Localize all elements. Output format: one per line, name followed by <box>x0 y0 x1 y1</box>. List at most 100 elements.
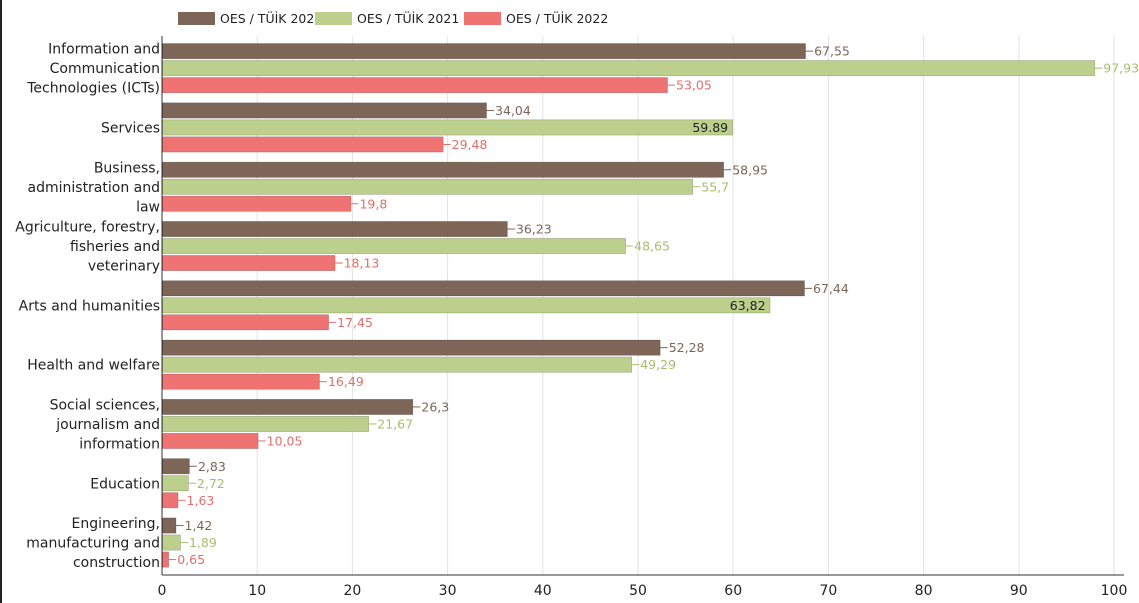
bar[interactable] <box>162 314 329 331</box>
data-label: 55,7 <box>701 179 729 194</box>
bar[interactable] <box>162 297 771 314</box>
bar[interactable] <box>162 517 177 534</box>
category-label: Information and Communication Technologies… <box>26 42 160 97</box>
bar[interactable] <box>162 415 370 432</box>
bar[interactable] <box>162 373 320 390</box>
category-label: Health and welfare <box>27 358 160 374</box>
legend-label[interactable]: OES / TÜİK 2021 <box>357 10 459 26</box>
category-label-line: administration and <box>28 180 160 196</box>
category-label-line: construction <box>73 555 160 571</box>
data-label: 2,72 <box>197 476 225 491</box>
category-label-line: Agriculture, forestry, <box>15 220 160 236</box>
data-label: 2,83 <box>198 459 226 474</box>
bar[interactable] <box>162 119 733 136</box>
category-label-line: Information and <box>48 42 160 58</box>
legend-swatch[interactable] <box>464 12 501 25</box>
category-label-line: journalism and <box>55 417 160 433</box>
data-label: 97,93 <box>1103 61 1139 76</box>
legend-swatch[interactable] <box>315 12 352 25</box>
x-tick-label: 50 <box>629 583 647 599</box>
data-label: 17,45 <box>337 315 373 330</box>
category-label: Arts and humanities <box>19 298 160 314</box>
data-label: 29,48 <box>452 137 488 152</box>
bar[interactable] <box>162 43 806 60</box>
data-label: 58,95 <box>732 162 768 177</box>
data-label: 48,65 <box>634 239 670 254</box>
category-label-line: Social sciences, <box>50 397 160 413</box>
category-label-line: law <box>136 199 160 215</box>
bar[interactable] <box>162 178 694 195</box>
data-label: 67,44 <box>813 281 849 296</box>
category-label-line: information <box>79 436 160 452</box>
bar[interactable] <box>162 458 190 475</box>
data-label: 0,65 <box>177 552 205 567</box>
data-label: 10,05 <box>267 433 303 448</box>
x-tick-label: 100 <box>1101 583 1128 599</box>
category-label-line: Arts and humanities <box>19 298 160 314</box>
category-label: Services <box>101 120 160 136</box>
bar[interactable] <box>162 339 661 356</box>
category-label-line: fisheries and <box>70 239 160 255</box>
bar[interactable] <box>162 534 181 551</box>
legend-swatch[interactable] <box>178 12 215 25</box>
category-label-line: Engineering, <box>72 516 160 532</box>
category-label: Business, administration and law <box>28 160 160 215</box>
data-label: 59.89 <box>692 120 728 135</box>
x-tick-label: 0 <box>158 583 167 599</box>
bar[interactable] <box>162 161 725 178</box>
bar[interactable] <box>162 195 352 212</box>
category-label-line: Services <box>101 120 160 136</box>
category-label-line: veterinary <box>88 259 160 275</box>
bar[interactable] <box>162 238 626 254</box>
category-label-line: Technologies (ICTs) <box>26 81 160 97</box>
bar[interactable] <box>162 432 259 449</box>
legend-label[interactable]: OES / TÜİK 2022 <box>506 10 608 26</box>
bar[interactable] <box>162 60 1096 77</box>
bar[interactable] <box>162 77 668 94</box>
x-tick-label: 40 <box>534 583 552 599</box>
bar[interactable] <box>162 551 169 568</box>
x-tick-label: 60 <box>724 583 742 599</box>
category-label: Agriculture, forestry, fisheries and veter… <box>15 220 160 275</box>
data-label: 67,55 <box>814 44 850 59</box>
category-label-line: manufacturing and <box>26 536 160 552</box>
bar[interactable] <box>162 136 444 153</box>
bar[interactable] <box>162 280 805 297</box>
bar[interactable] <box>162 255 336 271</box>
bar[interactable] <box>162 475 189 492</box>
data-label: 26,3 <box>421 399 449 414</box>
x-tick-label: 90 <box>1010 583 1028 599</box>
data-label: 18,13 <box>344 256 380 271</box>
data-label: 1,63 <box>187 493 215 508</box>
data-label: 36,23 <box>516 222 552 237</box>
category-label-line: Health and welfare <box>27 358 160 374</box>
data-label: 19,8 <box>359 196 387 211</box>
x-tick-label: 70 <box>819 583 837 599</box>
bar[interactable] <box>162 492 179 509</box>
x-tick-label: 20 <box>343 583 361 599</box>
category-label: Education <box>90 476 160 492</box>
data-label: 52,28 <box>669 340 705 355</box>
bar[interactable] <box>162 398 414 415</box>
data-label: 49,29 <box>640 357 676 372</box>
x-tick-label: 10 <box>248 583 266 599</box>
category-label-line: Education <box>90 476 160 492</box>
x-tick-label: 30 <box>439 583 457 599</box>
data-label: 1,42 <box>185 518 213 533</box>
data-label: 16,49 <box>328 374 364 389</box>
category-label-line: Communication <box>50 61 160 77</box>
bar[interactable] <box>162 356 633 373</box>
data-label: 1,89 <box>189 535 217 550</box>
legend-label[interactable]: OES / TÜİK 2020 <box>220 10 322 26</box>
category-label: Social sciences, journalism and informatio… <box>50 397 160 452</box>
data-label: 34,04 <box>495 103 531 118</box>
data-label: 21,67 <box>377 416 413 431</box>
bar[interactable] <box>162 102 487 119</box>
category-label-line: Business, <box>94 160 160 176</box>
data-label: 53,05 <box>676 78 712 93</box>
category-label: Engineering, manufacturing and constructio… <box>26 516 160 571</box>
bar[interactable] <box>162 221 508 237</box>
x-tick-label: 80 <box>915 583 933 599</box>
